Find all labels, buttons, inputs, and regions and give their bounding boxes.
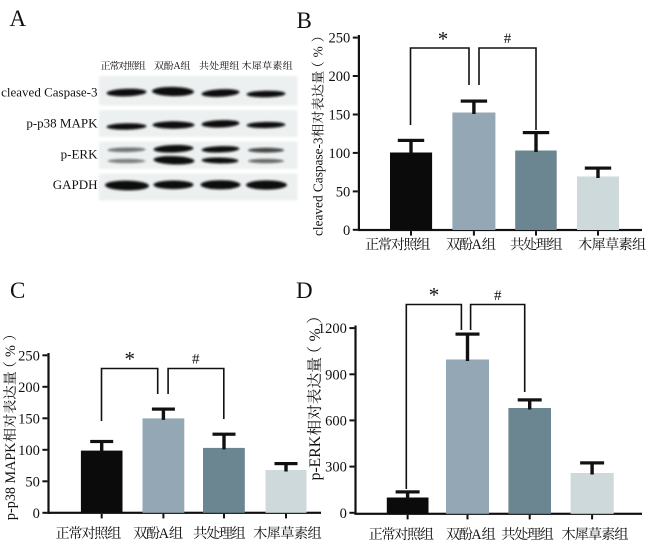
- svg-text:A: A: [10, 6, 27, 31]
- svg-text:p-p38 MAPK: p-p38 MAPK: [26, 116, 98, 131]
- svg-text:150: 150: [18, 411, 40, 427]
- svg-text:%: %: [307, 328, 324, 341]
- svg-text:#: #: [192, 352, 200, 368]
- svg-text:50: 50: [25, 474, 40, 490]
- svg-text:D: D: [296, 278, 313, 303]
- svg-text:GAPDH: GAPDH: [53, 177, 98, 192]
- svg-text:1200: 1200: [318, 321, 347, 337]
- svg-text:B: B: [297, 8, 312, 33]
- svg-text:600: 600: [325, 413, 347, 429]
- svg-text:50: 50: [336, 184, 351, 200]
- svg-text:0: 0: [343, 223, 350, 239]
- svg-text:200: 200: [329, 69, 351, 85]
- svg-text:A: A: [159, 526, 170, 542]
- svg-text:*: *: [125, 347, 136, 371]
- svg-text:A: A: [472, 237, 483, 253]
- svg-text:0: 0: [340, 506, 347, 522]
- svg-text:p-ERK: p-ERK: [61, 147, 98, 162]
- svg-text:300: 300: [325, 460, 347, 476]
- svg-text:250: 250: [329, 31, 351, 47]
- svg-text:200: 200: [18, 380, 40, 396]
- svg-text:%: %: [311, 46, 326, 57]
- svg-text:#: #: [504, 31, 512, 47]
- svg-text:cleaved Caspase-3: cleaved Caspase-3: [1, 85, 97, 100]
- svg-text:p-ERK: p-ERK: [307, 435, 324, 480]
- svg-text:A: A: [173, 61, 181, 72]
- svg-text:*: *: [429, 283, 440, 307]
- svg-text:900: 900: [325, 367, 347, 383]
- svg-text:*: *: [438, 27, 449, 51]
- svg-text:#: #: [494, 288, 502, 304]
- svg-text:100: 100: [329, 146, 351, 162]
- svg-text:p-p38 MAPK: p-p38 MAPK: [3, 442, 19, 520]
- svg-text:cleaved Caspase-3: cleaved Caspase-3: [311, 137, 326, 236]
- svg-text:100: 100: [18, 443, 40, 459]
- svg-text:%: %: [3, 345, 19, 357]
- svg-text:0: 0: [33, 506, 40, 522]
- svg-text:C: C: [10, 278, 25, 303]
- svg-text:150: 150: [329, 108, 351, 124]
- svg-text:250: 250: [18, 348, 40, 364]
- svg-text:A: A: [471, 527, 482, 543]
